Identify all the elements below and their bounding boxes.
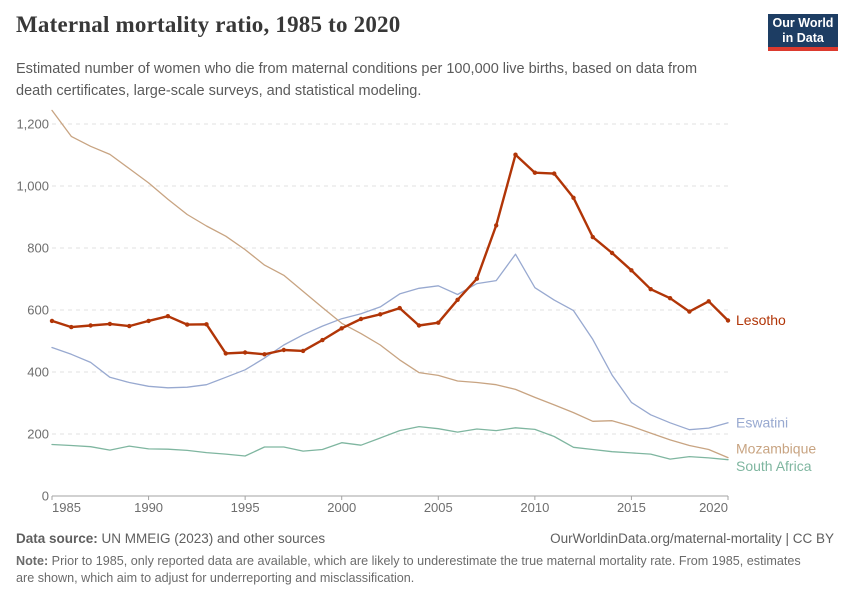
series-marker xyxy=(494,223,499,228)
series-line-lesotho[interactable] xyxy=(50,153,730,356)
y-tick-label: 600 xyxy=(27,303,49,318)
series-marker xyxy=(474,276,480,281)
series-marker xyxy=(532,170,538,175)
series-marker xyxy=(69,324,74,330)
series-label-mozambique[interactable]: Mozambique xyxy=(736,441,816,457)
x-tick-label: 1990 xyxy=(134,500,163,515)
data-source: Data source: UN MMEIG (2023) and other s… xyxy=(16,531,325,546)
series-marker xyxy=(455,297,460,302)
y-tick-label: 800 xyxy=(27,241,49,256)
series-marker xyxy=(358,316,364,322)
series-marker xyxy=(185,322,190,327)
series-marker xyxy=(300,348,306,354)
series-marker xyxy=(107,321,113,327)
series-marker xyxy=(204,322,209,327)
series-marker xyxy=(223,351,228,356)
series-label-lesotho[interactable]: Lesotho xyxy=(736,312,786,328)
series-marker xyxy=(648,287,653,292)
series-marker xyxy=(49,318,55,324)
series-marker xyxy=(127,323,132,329)
subtitle-line2: death certificates, large-scale surveys,… xyxy=(16,82,422,99)
series-marker xyxy=(281,347,286,353)
owid-link: OurWorldinData.org/maternal-mortality | … xyxy=(550,531,834,546)
y-tick-label: 400 xyxy=(27,365,49,380)
series-marker xyxy=(165,314,171,319)
footer-note: Note: Prior to 1985, only reported data … xyxy=(16,553,836,586)
series-label-south-africa[interactable]: South Africa xyxy=(736,458,812,474)
data-source-text: UN MMEIG (2023) and other sources xyxy=(97,531,326,546)
series-marker xyxy=(629,268,634,273)
series-marker xyxy=(378,312,383,317)
series-marker xyxy=(590,234,595,240)
owid-logo: Our World in Data xyxy=(768,14,838,51)
series-marker xyxy=(416,323,422,328)
series-marker xyxy=(571,195,576,200)
series-marker xyxy=(609,250,615,256)
x-tick-label: 2020 xyxy=(699,500,728,515)
x-tick-label: 1985 xyxy=(52,500,81,515)
series-line-mozambique[interactable] xyxy=(51,109,729,459)
note-label: Note: xyxy=(16,554,49,568)
series-line-eswatini[interactable] xyxy=(51,253,729,431)
series-marker xyxy=(262,352,267,357)
subtitle-line1: Estimated number of women who die from m… xyxy=(16,61,698,77)
note-line2: are shown, which aim to adjust for under… xyxy=(16,570,415,585)
series-label-eswatini[interactable]: Eswatini xyxy=(736,414,788,430)
series-marker xyxy=(320,337,325,343)
note-line1: Prior to 1985, only reported data are av… xyxy=(48,554,801,568)
page-title: Maternal mortality ratio, 1985 to 2020 xyxy=(16,12,401,37)
footer-source-row: Data source: UN MMEIG (2023) and other s… xyxy=(16,531,834,546)
series-marker xyxy=(339,326,344,331)
owid-logo-line1: Our World xyxy=(772,16,834,30)
x-tick-label: 2010 xyxy=(520,500,549,515)
series-marker xyxy=(706,299,711,304)
series-marker xyxy=(552,171,557,176)
chart-subtitle: Estimated number of women who die from m… xyxy=(16,59,697,102)
y-tick-label: 1,000 xyxy=(16,179,49,194)
series-marker xyxy=(397,305,402,311)
y-tick-label: 200 xyxy=(27,427,49,442)
y-tick-label: 1,200 xyxy=(16,117,49,132)
series-marker xyxy=(146,318,151,324)
series-marker xyxy=(687,309,692,314)
series-marker xyxy=(242,350,248,355)
y-tick-label: 0 xyxy=(42,489,49,504)
series-marker xyxy=(436,320,441,325)
owid-logo-line2: in Data xyxy=(782,31,824,45)
data-source-label: Data source: xyxy=(16,531,98,546)
series-marker xyxy=(725,318,731,323)
x-tick-label: 2015 xyxy=(617,500,646,515)
series-marker xyxy=(88,323,93,328)
x-tick-label: 2005 xyxy=(424,500,453,515)
series-marker xyxy=(667,296,673,301)
x-tick-label: 1995 xyxy=(231,500,260,515)
x-tick-label: 2000 xyxy=(327,500,356,515)
series-line-south-africa[interactable] xyxy=(51,425,729,461)
series-marker xyxy=(513,152,518,157)
